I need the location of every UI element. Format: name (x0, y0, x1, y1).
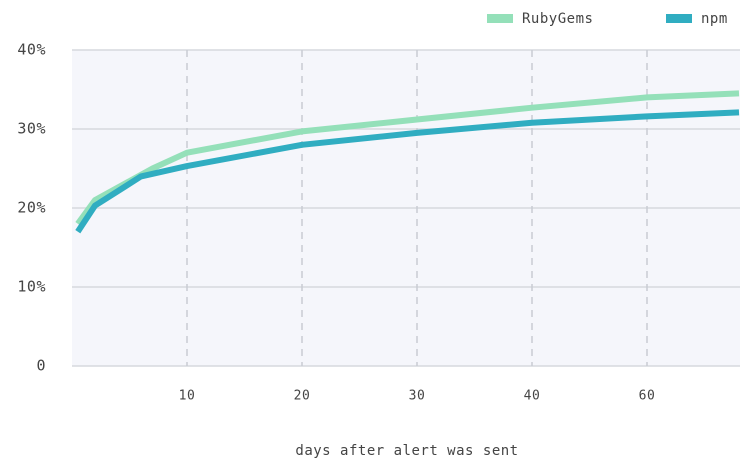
y-tick-label: 10% (17, 278, 46, 296)
x-tick-label: 30 (409, 389, 426, 404)
y-tick-label: 0 (36, 357, 46, 375)
legend-swatch (666, 14, 692, 23)
line-series (75, 90, 740, 226)
x-axis-label: days after alert was sent (295, 443, 518, 459)
x-tick-label: 60 (639, 389, 656, 404)
y-tick-label: 40% (17, 41, 46, 59)
x-tick-label: 40 (524, 389, 541, 404)
legend-label: RubyGems (522, 11, 593, 27)
y-tick-label: 20% (17, 199, 46, 217)
y-tick-label: 30% (17, 120, 46, 138)
line-series (75, 109, 740, 234)
legend-label: npm (701, 11, 728, 27)
x-tick-label: 20 (294, 389, 311, 404)
x-tick-label: 10 (179, 389, 196, 404)
legend-swatch (487, 14, 513, 23)
